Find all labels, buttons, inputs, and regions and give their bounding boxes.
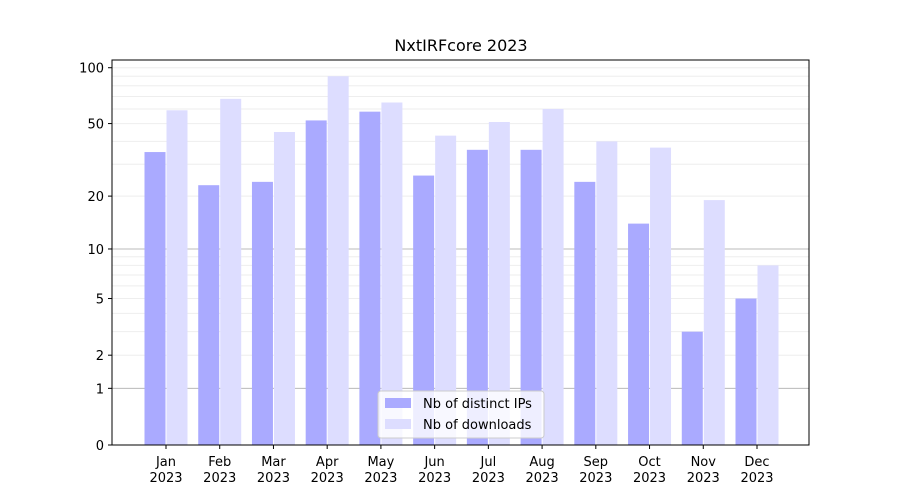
bar-distinct-ips	[251, 181, 273, 446]
x-tick-label: Sep 2023	[579, 455, 612, 486]
bars	[144, 76, 779, 446]
y-tick-label: 0	[96, 439, 104, 454]
y-tick-label: 5	[96, 293, 104, 308]
bar-distinct-ips	[574, 181, 596, 446]
y-tick-label: 50	[87, 118, 104, 133]
y-tick-label: 10	[87, 243, 104, 258]
bar-distinct-ips	[520, 149, 542, 445]
x-tick-label: Dec 2023	[740, 455, 773, 486]
bar-downloads	[703, 200, 725, 445]
bar-distinct-ips	[305, 120, 327, 445]
bar-distinct-ips	[466, 149, 488, 445]
bar-downloads	[220, 98, 242, 445]
x-tick-label: Jan 2023	[149, 455, 182, 486]
bar-distinct-ips	[144, 152, 166, 445]
x-tick-label: May 2023	[364, 455, 397, 486]
bar-distinct-ips	[359, 111, 381, 445]
bar-distinct-ips	[681, 331, 703, 445]
bar-downloads	[381, 102, 403, 446]
y-axis: 0 1 2 5 10 20 50 100	[79, 62, 112, 454]
bar-distinct-ips	[735, 298, 757, 445]
legend: Nb of distinct IPs Nb of downloads	[377, 390, 545, 439]
x-tick-label: Oct 2023	[633, 455, 666, 486]
y-tick-label: 1	[96, 382, 104, 397]
bar-distinct-ips	[413, 175, 435, 445]
bar-distinct-ips	[628, 223, 650, 445]
legend-label-distinct-ips: Nb of distinct IPs	[423, 397, 532, 412]
bar-downloads	[488, 121, 510, 445]
bar-distinct-ips	[198, 185, 220, 445]
x-axis: Jan 2023 Feb 2023 Mar 2023 Apr 2023 May 2023 Jun 20…	[149, 445, 774, 486]
x-tick-label: Aug 2023	[526, 455, 559, 486]
legend-swatch-distinct-ips	[385, 398, 411, 408]
legend-swatch-downloads	[385, 419, 411, 429]
plot-frame	[111, 59, 810, 446]
x-tick-label: Jul 2023	[472, 455, 505, 486]
x-tick-label: Nov 2023	[687, 455, 720, 486]
y-tick-label: 20	[87, 190, 104, 205]
x-tick-label: Feb 2023	[203, 455, 236, 486]
bar-downloads	[757, 265, 779, 445]
y-tick-label: 2	[96, 349, 104, 364]
bar-downloads	[166, 110, 188, 445]
bar-downloads	[435, 135, 457, 445]
x-tick-label: Mar 2023	[257, 455, 290, 486]
bar-downloads	[273, 132, 295, 445]
x-tick-label: Jun 2023	[418, 455, 451, 486]
bar-downloads	[542, 108, 564, 445]
chart-title: NxtIRFcore 2023	[394, 36, 527, 55]
x-tick-label: Apr 2023	[311, 455, 344, 486]
legend-box	[377, 390, 545, 439]
bar-downloads	[327, 76, 349, 446]
y-tick-label: 100	[79, 62, 104, 77]
bar-downloads	[650, 147, 672, 445]
bar-downloads	[596, 141, 618, 446]
legend-label-downloads: Nb of downloads	[423, 418, 532, 433]
